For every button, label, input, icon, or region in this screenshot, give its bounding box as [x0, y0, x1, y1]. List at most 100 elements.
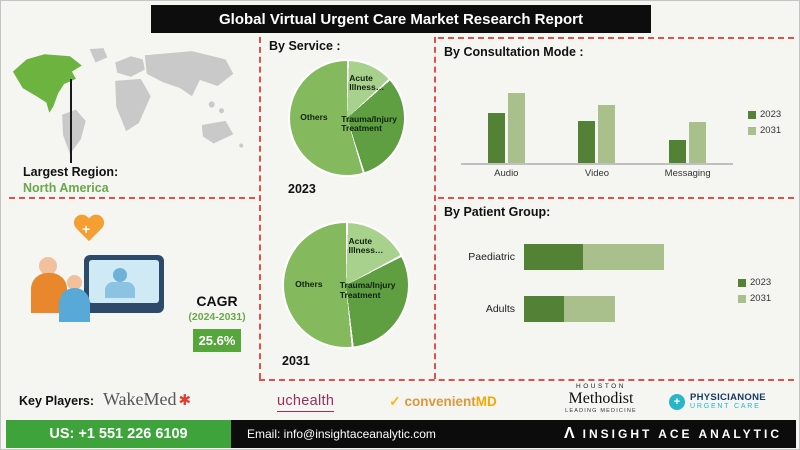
legend-item-2031: 2031 [748, 125, 781, 136]
insight-ace-brand: Λ INSIGHT ACE ANALYTIC [564, 425, 796, 443]
bar-messaging-2023 [669, 140, 687, 163]
largest-region-label: Largest Region: [23, 165, 119, 179]
insight-ace-logo-icon: Λ [563, 425, 575, 442]
bar-audio-2023 [487, 113, 505, 163]
island-shape [208, 101, 215, 108]
hbar-paediatric-2023 [524, 244, 583, 270]
consultation-bar-chart: Audio Video Messaging [461, 65, 733, 179]
divider-vertical-right [434, 37, 436, 379]
legend-item-2023: 2023 [738, 277, 771, 288]
email-text: Email: info@insightaceanalytic.com [247, 427, 436, 441]
phone-badge: US: +1 551 226 6109 [6, 420, 231, 448]
patient-group-legend: 2023 2031 [738, 277, 771, 304]
patient-head [67, 275, 82, 290]
telehealth-illustration: + [29, 213, 174, 333]
wakemed-wordmark: WakeMed [103, 389, 177, 409]
monitor-icon [84, 255, 164, 313]
by-service-heading: By Service : [269, 39, 341, 53]
south-america-shape [62, 109, 86, 154]
largest-region-value: North America [23, 181, 109, 195]
hbar-track [524, 244, 664, 270]
pie-slice-label-acute: Acute Illness… [348, 235, 384, 256]
pie-slice-label-others: Others [295, 279, 323, 290]
pie-chart-2023: Acute Illness… Trauma/Injury Treatment O… [288, 59, 406, 177]
legend-swatch [748, 126, 756, 135]
bar-category-label: Messaging [664, 168, 711, 179]
legend-item-2031: 2031 [738, 293, 771, 304]
cagr-label: CAGR [196, 293, 238, 309]
divider-horizontal-right-top [438, 37, 794, 39]
cagr-block: CAGR (2024-2031) 25.6% [177, 293, 257, 352]
divider-horizontal-left [9, 197, 255, 199]
monitor-screen [89, 260, 159, 303]
bar-messaging-2031 [689, 122, 707, 163]
africa-shape [115, 78, 151, 132]
by-consultation-heading: By Consultation Mode : [444, 45, 584, 59]
island-shape [219, 108, 224, 114]
hbar-track [524, 296, 615, 322]
legend-label: 2031 [750, 293, 772, 304]
physicianone-text: PHYSICIANONE URGENT CARE [690, 392, 766, 411]
methodist-wordmark: Methodist [568, 390, 634, 407]
by-patient-heading: By Patient Group: [444, 205, 551, 219]
physicianone-tagline: URGENT CARE [690, 403, 761, 411]
divider-horizontal-bottom [259, 379, 794, 381]
legend-label: 2023 [760, 109, 782, 120]
hbar-row-paediatric: Paediatric [449, 244, 749, 270]
uchealth-logo: uchealth [277, 393, 335, 412]
methodist-tagline: LEADING MEDICINE [565, 408, 637, 414]
divider-horizontal-right-mid [438, 197, 794, 199]
pie-slice-label-others: Others [300, 112, 328, 123]
pie-year-label-2023: 2023 [288, 182, 316, 196]
map-pointer-line [70, 79, 72, 163]
divider-vertical-left [259, 37, 261, 379]
plus-icon: + [82, 221, 91, 237]
convenientmd-wordmark: convenient [404, 394, 476, 409]
report-title: Global Virtual Urgent Care Market Resear… [151, 5, 651, 33]
pie-slice-label-trauma: Trauma/Injury Treatment [339, 280, 396, 301]
hbar-adults-2023 [524, 296, 564, 322]
bar-group-audio: Audio [487, 65, 525, 179]
bar-category-label: Video [584, 168, 610, 179]
wakemed-logo: WakeMed ✱ [103, 389, 191, 410]
check-icon: ✓ [389, 393, 401, 409]
doctor-head [39, 257, 57, 275]
legend-swatch [738, 278, 746, 287]
physicianone-logo: + PHYSICIANONE URGENT CARE [669, 392, 766, 411]
pie-chart-2031: Acute Illness… Trauma/Injury Treatment O… [282, 221, 410, 349]
asia-shape [144, 51, 234, 97]
insight-ace-brand-name: INSIGHT ACE ANALYTIC [582, 427, 782, 441]
hbar-category-label: Adults [485, 303, 515, 315]
legend-label: 2031 [760, 125, 782, 136]
footer-bar: Email: info@insightaceanalytic.com Λ INS… [231, 420, 796, 448]
australia-shape [201, 120, 234, 144]
bar-category-label: Audio [494, 168, 519, 179]
physicianone-wordmark: PHYSICIANONE [690, 392, 766, 403]
service-pie-2023: Acute Illness… Trauma/Injury Treatment O… [288, 59, 406, 196]
cagr-value-badge: 25.6% [192, 329, 242, 352]
methodist-city: HOUSTON [576, 383, 626, 390]
hbar-adults-2031 [564, 296, 615, 322]
remote-doctor-body [105, 282, 135, 298]
legend-item-2023: 2023 [748, 109, 781, 120]
bar-audio-2031 [507, 93, 525, 163]
physicianone-circle-icon: + [669, 394, 685, 411]
world-map [12, 48, 244, 154]
europe-shape [115, 56, 145, 77]
consultation-legend: 2023 2031 [748, 109, 781, 136]
legend-swatch [738, 294, 746, 303]
bar-group-video: Video [578, 65, 616, 179]
remote-doctor-head [113, 268, 127, 282]
service-pie-2031: Acute Illness… Trauma/Injury Treatment O… [282, 221, 410, 368]
pie-slice-label-trauma: Trauma/Injury Treatment [341, 113, 398, 134]
key-players-label: Key Players: [19, 394, 95, 408]
wakemed-compass-icon: ✱ [178, 392, 192, 409]
north-america-highlight [12, 54, 82, 113]
convenientmd-logo: ✓ convenientMD [389, 393, 497, 410]
hbar-paediatric-2031 [583, 244, 664, 270]
legend-label: 2023 [750, 277, 772, 288]
patient-figure [59, 275, 90, 322]
bar-group-messaging: Messaging [665, 65, 711, 179]
bar-video-2023 [578, 121, 596, 163]
